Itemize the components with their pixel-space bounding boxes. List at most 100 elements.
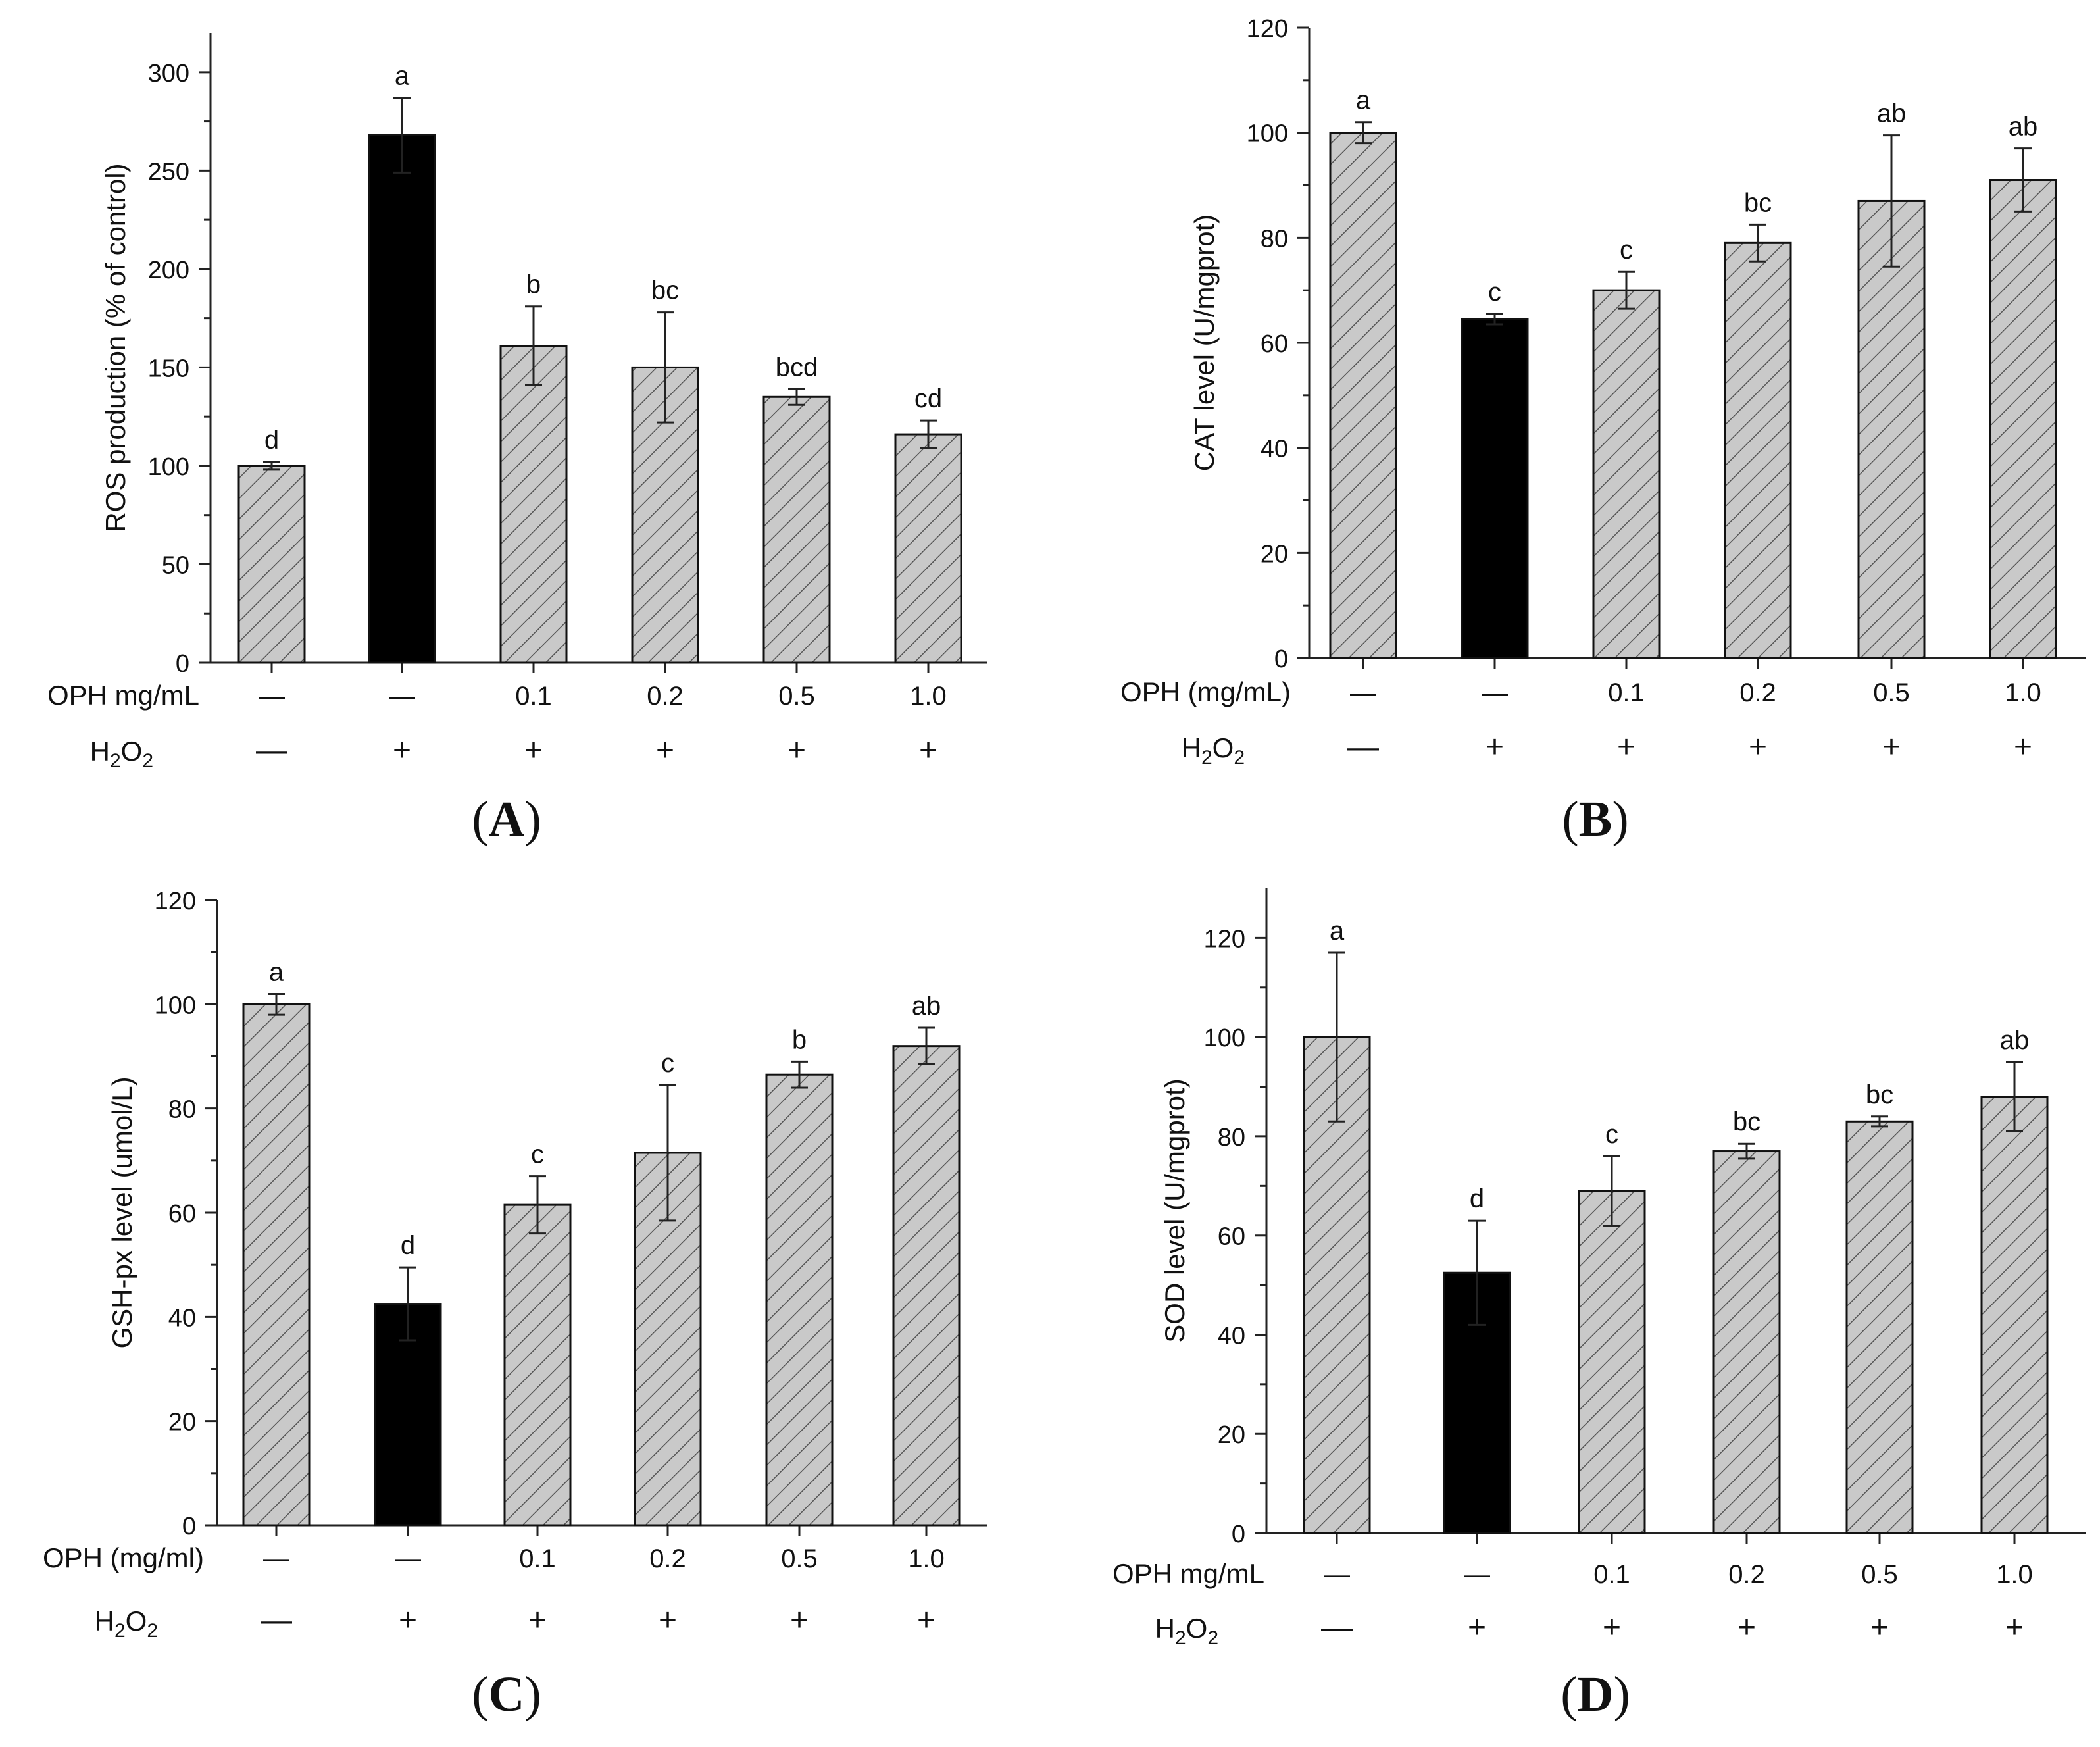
oph-row-label: OPH (mg/ml) xyxy=(43,1542,204,1573)
significance-letter: a xyxy=(1356,86,1371,115)
y-tick-label: 100 xyxy=(1247,120,1288,148)
oph-value: 0.2 xyxy=(649,1544,686,1573)
y-axis-label: GSH-px level (umol/L) xyxy=(107,1076,138,1348)
error-bar-a-5 xyxy=(788,388,805,406)
y-tick-label: 20 xyxy=(1218,1421,1245,1449)
significance-letter: c xyxy=(1488,278,1501,307)
error-bar-c-1 xyxy=(268,993,285,1016)
significance-letter: d xyxy=(1470,1184,1484,1213)
error-bar-a-3 xyxy=(525,305,542,386)
oph-value: 0.2 xyxy=(647,682,684,711)
bar-a-2 xyxy=(368,134,436,664)
y-tick-label: 60 xyxy=(1218,1223,1245,1251)
y-tick-label: 250 xyxy=(148,158,189,186)
significance-letter: ab xyxy=(2009,113,2038,141)
y-tick-label: 100 xyxy=(148,453,189,481)
error-bar-b-1 xyxy=(1355,121,1372,145)
h2o2-value: — xyxy=(256,733,288,768)
y-tick-label: 20 xyxy=(168,1409,196,1436)
y-tick-label: 0 xyxy=(176,650,189,678)
oph-value: 1.0 xyxy=(1996,1560,2033,1589)
significance-letter: ab xyxy=(912,992,941,1021)
error-bar-a-4 xyxy=(657,311,674,424)
h2o2-value: — xyxy=(1321,1610,1353,1645)
oph-value: — xyxy=(1324,1560,1350,1589)
error-bar-d-6 xyxy=(2006,1061,2023,1132)
error-bar-d-1 xyxy=(1328,951,1345,1123)
bar-b-5 xyxy=(1857,199,1926,659)
bar-a-3 xyxy=(499,345,568,664)
significance-letter: a xyxy=(395,62,410,91)
significance-letter: a xyxy=(269,958,284,987)
h2o2-value: + xyxy=(2005,1610,2024,1645)
y-axis-label: CAT level (U/mgprot) xyxy=(1189,215,1220,472)
significance-letter: bc xyxy=(1744,188,1772,217)
y-tick-label: 120 xyxy=(1204,925,1245,953)
y-tick-label: 40 xyxy=(168,1304,196,1332)
error-bar-c-6 xyxy=(918,1026,935,1065)
significance-letter: bc xyxy=(1866,1080,1893,1109)
oph-value: 0.1 xyxy=(515,682,552,711)
h2o2-value: + xyxy=(2014,730,2032,765)
h2o2-value: + xyxy=(919,733,938,768)
panel-label-a: (A) xyxy=(472,792,541,847)
significance-letter: bc xyxy=(1733,1107,1761,1136)
oph-value: — xyxy=(1350,678,1376,707)
significance-letter: c xyxy=(661,1049,674,1078)
y-tick-label: 300 xyxy=(148,60,189,88)
oph-value: — xyxy=(259,682,285,711)
h2o2-row-label: H2O2 xyxy=(1155,1613,1218,1649)
error-bar-a-6 xyxy=(920,419,937,449)
h2o2-row-label: H2O2 xyxy=(95,1606,158,1642)
panel-label-d: (D) xyxy=(1561,1667,1630,1722)
y-tick-label: 120 xyxy=(1247,15,1288,43)
y-tick-label: 50 xyxy=(162,551,189,579)
y-tick-label: 200 xyxy=(148,257,189,284)
oph-value: 0.5 xyxy=(781,1544,818,1573)
y-tick-label: 60 xyxy=(1261,330,1288,358)
error-bar-d-2 xyxy=(1468,1219,1486,1326)
bar-c-5 xyxy=(765,1073,834,1527)
error-bar-b-3 xyxy=(1618,270,1635,310)
error-bar-c-4 xyxy=(659,1084,676,1222)
significance-letter: bc xyxy=(651,276,679,305)
y-tick-label: 60 xyxy=(168,1200,196,1228)
h2o2-value: + xyxy=(1486,730,1504,765)
oph-value: 1.0 xyxy=(2005,678,2041,707)
panel-c: 0 20 40 60 80 100 120 GSH-px level (umol/L) a — — d… xyxy=(43,888,987,1722)
oph-row-label: OPH mg/mL xyxy=(47,680,199,711)
significance-letter: bcd xyxy=(776,353,818,382)
oph-value: — xyxy=(1464,1560,1490,1589)
y-tick-label: 40 xyxy=(1261,436,1288,463)
significance-letter: c xyxy=(1605,1120,1618,1149)
oph-value: 0.5 xyxy=(778,682,815,711)
error-bar-a-1 xyxy=(263,461,280,471)
error-bar-b-5 xyxy=(1883,134,1900,268)
y-tick-label: 40 xyxy=(1218,1322,1245,1350)
significance-letter: b xyxy=(526,270,541,299)
oph-value: — xyxy=(389,682,415,711)
y-tick-label: 120 xyxy=(155,888,196,915)
y-tick-label: 0 xyxy=(1232,1521,1245,1548)
bar-b-2 xyxy=(1461,318,1529,659)
bar-c-1 xyxy=(242,1003,311,1527)
oph-value: 1.0 xyxy=(910,682,947,711)
bar-b-1 xyxy=(1329,132,1397,659)
h2o2-value: + xyxy=(1738,1610,1756,1645)
bar-d-3 xyxy=(1578,1190,1646,1534)
h2o2-value: — xyxy=(1347,730,1379,765)
oph-value: — xyxy=(1482,678,1508,707)
significance-letter: ab xyxy=(2000,1026,2030,1055)
y-tick-label: 20 xyxy=(1261,540,1288,568)
h2o2-value: + xyxy=(1468,1610,1486,1645)
y-tick-label: 100 xyxy=(155,992,196,1019)
bar-b-4 xyxy=(1724,241,1792,659)
h2o2-value: + xyxy=(524,733,543,768)
h2o2-value: + xyxy=(1882,730,1901,765)
h2o2-value: + xyxy=(399,1603,417,1638)
panel-label-c: (C) xyxy=(472,1667,541,1722)
oph-value: — xyxy=(395,1544,421,1573)
oph-value: 0.2 xyxy=(1739,678,1776,707)
significance-letter: b xyxy=(792,1025,807,1054)
